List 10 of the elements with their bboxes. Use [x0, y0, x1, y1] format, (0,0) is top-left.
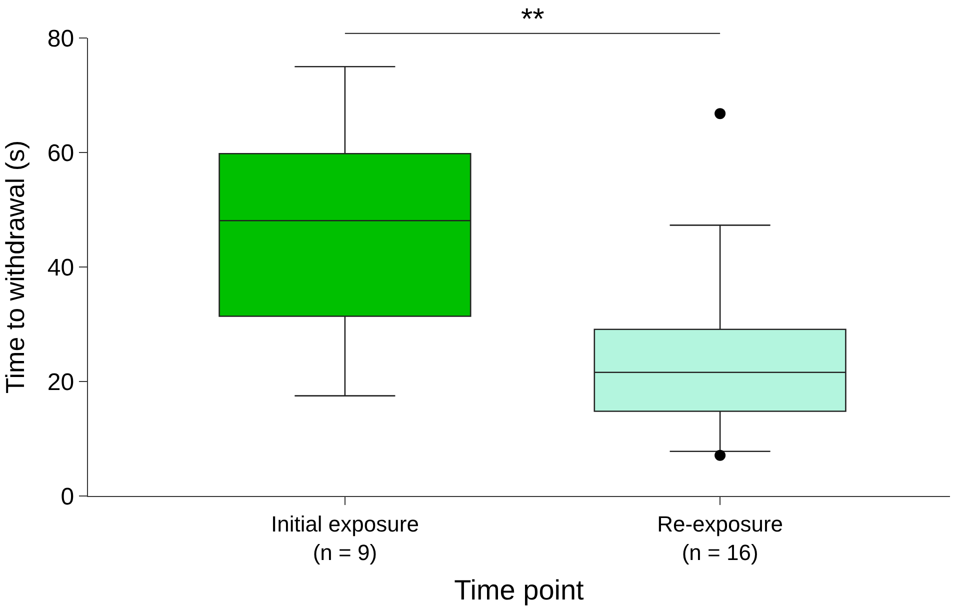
x-tick-label: Re-exposure (n = 16) — [657, 512, 784, 566]
y-tick-label: 80 — [47, 25, 74, 52]
text: ** — [521, 3, 545, 36]
y-tick-label: 60 — [47, 140, 74, 167]
y-axis-title: Time to withdrawal (s) — [0, 140, 30, 394]
y-tick-label: 0 — [60, 483, 74, 510]
y-tick-label: 20 — [47, 368, 74, 396]
x-tick-label: Initial exposure (n = 9) — [270, 512, 419, 566]
x-axis-title: Time point — [454, 574, 584, 606]
y-tick-label: 40 — [47, 254, 74, 282]
